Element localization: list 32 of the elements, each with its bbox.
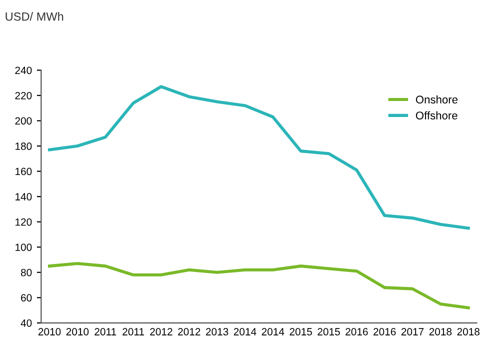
y-tick-label: 220 [15,92,32,100]
y-tick-label: 120 [16,218,32,226]
x-tick-label: 2012 [150,328,172,336]
x-tick-label: 2010 [38,328,61,336]
y-tick-label: 40 [20,319,32,327]
x-tick-label: 2011 [94,328,116,336]
x-tick-label: 2013 [206,328,228,336]
x-tick-label: 2018 [429,328,452,336]
x-tick-label: 2011 [122,328,144,336]
y-tick-label: 200 [15,117,32,125]
x-tick-label: 2015 [290,328,312,336]
y-tick-label: 80 [20,268,32,276]
x-tick-label: 2015 [318,328,340,336]
x-tick-label: 2016 [346,328,368,336]
y-tick-label: 160 [16,168,32,176]
legend-label: Offshore [416,111,458,120]
y-axis-title: USD/ MWh [6,12,64,21]
x-tick-label: 2018 [457,328,480,336]
x-tick-label: 2017 [401,328,424,336]
line-series [48,262,470,310]
line-series [48,85,470,230]
y-tick-label: 100 [16,244,32,251]
legend-label: Onshore [416,95,458,104]
x-tick-label: 2014 [234,328,256,336]
x-tick-label: 2010 [66,328,89,336]
y-tick-label: 60 [21,294,32,302]
x-tick-label: 2014 [262,328,284,336]
y-tick-label: 240 [15,66,32,74]
y-tick-label: 180 [16,142,32,150]
y-tick-label: 140 [16,193,32,200]
x-tick-label: 2012 [178,328,200,336]
x-tick-label: 2016 [374,328,396,336]
